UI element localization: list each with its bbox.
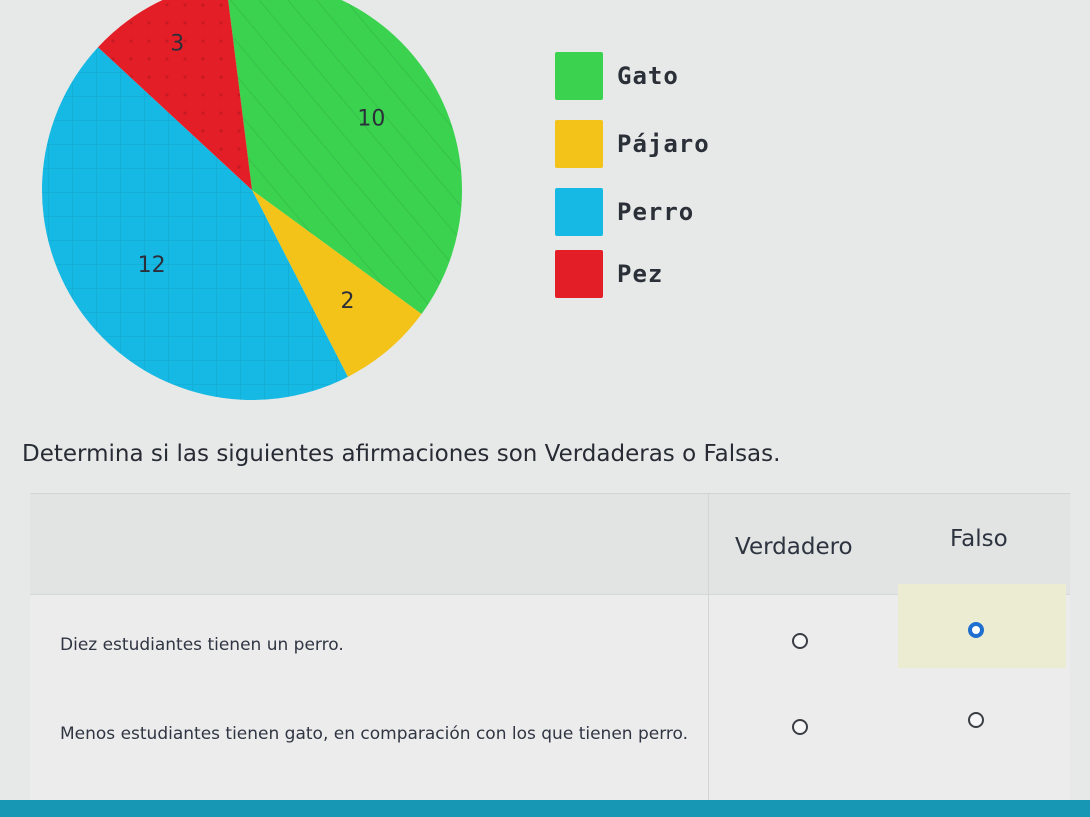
table-row: Diez estudiantes tienen un perro. [30, 594, 1070, 694]
legend-item-gato: Gato [555, 52, 679, 100]
pie-slice-texture [228, 0, 462, 314]
column-header-true: Verdadero [735, 534, 853, 560]
legend-label-pajaro: Pájaro [617, 130, 710, 158]
pie-value-label: 12 [138, 253, 166, 278]
legend-item-pez: Pez [555, 250, 663, 298]
legend-item-perro: Perro [555, 188, 694, 236]
legend-label-perro: Perro [617, 198, 695, 226]
statement-text: Diez estudiantes tienen un perro. [60, 635, 344, 655]
legend-label-gato: Gato [617, 62, 679, 90]
row1-true-radio[interactable] [792, 633, 808, 649]
column-header-false: Falso [950, 526, 1008, 552]
pie-slice-texture [41, 47, 348, 401]
legend-label-pez: Pez [617, 260, 664, 288]
pie-slice-texture [98, 0, 252, 190]
pie-value-label: 2 [340, 289, 354, 314]
legend-item-pajaro: Pájaro [555, 120, 710, 168]
row1-false-radio[interactable] [968, 622, 984, 638]
question-prompt: Determina si las siguientes afirmaciones… [22, 441, 781, 467]
table-header-row: Verdadero Falso [30, 494, 1070, 595]
statement-text: Menos estudiantes tienen gato, en compar… [60, 724, 689, 744]
pie-chart: 10 2 12 3 [0, 0, 520, 420]
row2-true-radio[interactable] [792, 719, 808, 735]
pie-value-label: 10 [357, 107, 385, 132]
pie-chart-svg: 10 2 12 3 [41, 0, 462, 401]
bottom-accent-bar [0, 800, 1090, 817]
legend-swatch-pez [555, 250, 603, 298]
table-row: Menos estudiantes tienen gato, en compar… [30, 694, 1070, 806]
pie-slice-pajaro [252, 190, 422, 377]
legend-swatch-perro [555, 188, 603, 236]
legend-swatch-pajaro [555, 120, 603, 168]
row2-false-radio[interactable] [968, 712, 984, 728]
true-false-table: Verdadero Falso Diez estudiantes tienen … [30, 493, 1070, 806]
legend-swatch-gato [555, 52, 603, 100]
column-divider [708, 494, 709, 806]
pie-value-label: 3 [170, 31, 184, 56]
